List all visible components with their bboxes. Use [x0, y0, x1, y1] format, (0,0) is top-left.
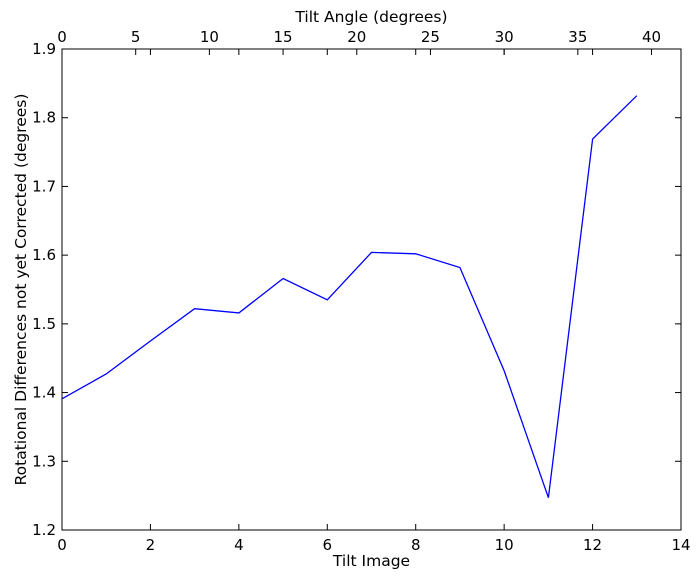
x-tick-label: 0	[57, 536, 67, 554]
x2-tick-label: 30	[495, 28, 514, 46]
x-tick-label: 10	[495, 536, 514, 554]
x2-tick-label: 25	[421, 28, 440, 46]
x-tick-label: 4	[234, 536, 244, 554]
y-tick-label: 1.3	[32, 452, 56, 470]
x2-tick-label: 15	[274, 28, 293, 46]
series-line	[61, 95, 638, 498]
x2-tick-label: 35	[568, 28, 587, 46]
x-tick-label: 14	[671, 536, 690, 554]
ticks	[61, 48, 682, 531]
plot-area	[62, 49, 681, 530]
y-axis-label: Rotational Differences not yet Corrected…	[12, 94, 30, 486]
x2-tick-label: 20	[347, 28, 366, 46]
x-tick-label: 2	[146, 536, 156, 554]
x-tick-label: 12	[583, 536, 602, 554]
y-tick-label: 1.2	[32, 521, 56, 539]
x-tick-label: 8	[411, 536, 421, 554]
top-x-axis-label: Tilt Angle (degrees)	[294, 8, 447, 26]
y-tick-label: 1.5	[32, 315, 56, 333]
x2-tick-label: 5	[131, 28, 141, 46]
x2-tick-label: 40	[642, 28, 661, 46]
y-tick-label: 1.9	[32, 40, 56, 58]
plot-frame	[61, 48, 682, 531]
y-tick-label: 1.8	[32, 109, 56, 127]
y-tick-label: 1.4	[32, 384, 56, 402]
tick-labels: 0 2 4 6 8 10 12 14 0 5 10 15 20 25 30 35 40 1.2 1.3 1.4 1.5 1…	[32, 28, 690, 554]
x-axis-label: Tilt Image	[332, 552, 410, 570]
x-tick-label: 6	[323, 536, 333, 554]
x2-tick-label: 0	[57, 28, 67, 46]
x2-tick-label: 10	[200, 28, 219, 46]
y-tick-label: 1.6	[32, 246, 56, 264]
y-tick-label: 1.7	[32, 177, 56, 195]
